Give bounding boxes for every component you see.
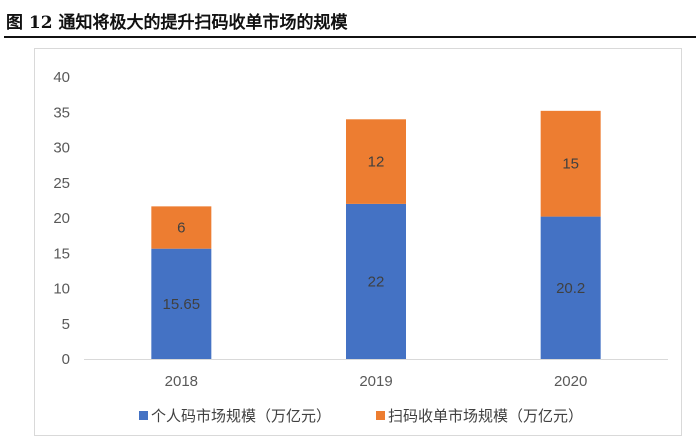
chart-frame	[34, 48, 682, 436]
y-tick-label: 5	[62, 316, 70, 333]
y-tick-label: 35	[53, 104, 70, 121]
y-tick-label: 20	[53, 210, 70, 227]
bar-segment-2018-series-2	[151, 206, 212, 249]
y-tick-label: 30	[53, 140, 70, 157]
legend-swatch	[139, 411, 148, 420]
bar-segment-2020-series-1	[540, 216, 601, 359]
legend-label: 扫码收单市场规模（万亿元）	[388, 407, 583, 425]
y-axis: 0 5 10 15 20 25 30 35 40	[53, 69, 70, 368]
bar-segment-2019-series-1	[346, 203, 406, 359]
data-label: 15.65	[163, 296, 201, 313]
legend: 个人码市场规模（万亿元） 扫码收单市场规模（万亿元）	[139, 407, 583, 425]
x-tick-label: 2019	[359, 373, 392, 390]
y-tick-label: 25	[53, 175, 70, 192]
x-tick-label: 2018	[165, 373, 198, 390]
title-rule	[4, 36, 696, 38]
bar-segment-2019-series-2	[346, 119, 406, 204]
y-tick-label: 10	[53, 281, 70, 298]
data-label: 12	[368, 154, 385, 171]
y-tick-label: 40	[53, 69, 70, 86]
figure-title: 图 12 通知将极大的提升扫码收单市场的规模	[6, 13, 348, 33]
legend-swatch	[376, 411, 385, 420]
x-axis: 2018 2019 2020	[84, 359, 668, 390]
legend-item-series-2: 扫码收单市场规模（万亿元）	[376, 407, 583, 425]
legend-item-series-1: 个人码市场规模（万亿元）	[139, 407, 331, 425]
bar-segment-2020-series-2	[540, 110, 601, 217]
x-tick-label: 2020	[554, 373, 587, 390]
bars: 15.65 6 22 12 20.2 15	[151, 110, 601, 359]
y-tick-label: 0	[62, 351, 70, 368]
y-tick-label: 15	[53, 245, 70, 262]
data-label: 20.2	[556, 280, 585, 297]
bar-segment-2018-series-1	[151, 248, 212, 359]
data-label: 6	[177, 220, 185, 237]
data-label: 22	[368, 273, 385, 290]
legend-label: 个人码市场规模（万亿元）	[151, 407, 331, 425]
data-label: 15	[562, 156, 579, 173]
